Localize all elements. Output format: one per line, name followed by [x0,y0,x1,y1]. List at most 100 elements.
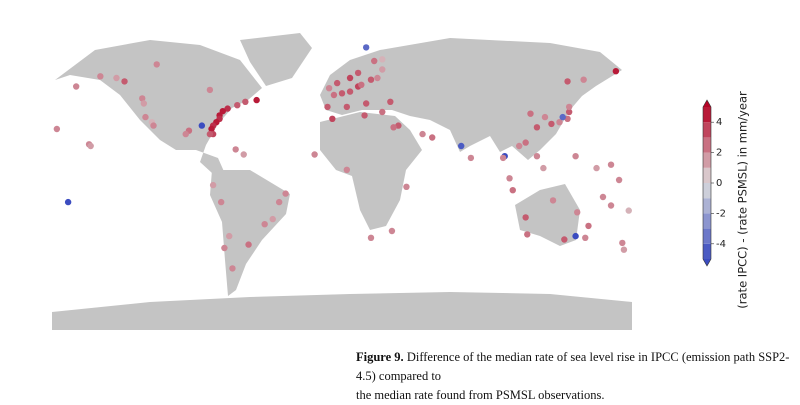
station [208,125,215,133]
caption-line: Difference of the median rate of sea lev… [356,350,790,383]
station [615,176,623,184]
station [282,190,289,197]
station [541,113,549,121]
station [572,153,579,160]
station [367,76,375,83]
station [333,79,341,87]
station [403,183,410,190]
station [522,214,529,221]
colorbar-tick-label: 2 [716,148,722,159]
station [565,103,573,111]
station [269,215,276,223]
station [561,236,568,243]
colorbar-segment [703,152,711,168]
antarctica [52,292,632,330]
station [599,193,607,201]
station [564,78,571,85]
station [139,95,146,102]
colorbar-tick-label: -4 [716,239,726,250]
station [311,151,318,158]
station [499,154,507,162]
station [388,227,396,235]
station [374,74,381,82]
colorbar-extend-top [703,100,711,107]
station [572,232,579,240]
station [625,207,632,214]
station [564,115,571,123]
station [582,234,589,241]
station [275,198,283,206]
station [395,122,402,129]
station [330,91,338,99]
station [362,100,370,107]
station [198,122,206,129]
station [153,61,160,68]
station [580,76,587,83]
eurasia [320,38,622,160]
station [338,90,346,97]
colorbar-label: (rate IPCC) - (rate PSMSL) in mm/year [736,91,750,309]
colorbar-tick-label: -2 [716,208,726,219]
station [607,202,615,209]
station [362,44,370,51]
colorbar-segment [703,228,711,244]
station [533,124,541,131]
station [540,164,547,172]
station [150,122,157,129]
station [72,83,80,90]
station [509,187,516,194]
station [354,69,362,77]
station [549,197,557,204]
station [524,231,531,238]
station [346,88,354,95]
station [329,115,336,123]
station [343,103,351,111]
station [234,102,241,109]
caption-label: Figure 9. [356,350,404,364]
station [324,103,331,111]
australia [515,184,580,246]
station [565,108,573,116]
north-america [55,40,262,176]
station [548,120,555,128]
station [585,222,592,230]
station [533,153,541,160]
station [343,166,351,173]
station [612,68,620,75]
colorbar-segment [703,137,711,153]
station [379,56,386,63]
station [527,110,534,117]
station [325,85,333,92]
station [64,198,72,206]
station [419,130,426,138]
south-america [210,170,290,296]
caption-line: the median rate found from PSMSL observa… [356,388,605,402]
station [506,175,513,182]
colorbar-outline [702,99,712,267]
colorbar-segment [703,213,711,229]
station [367,234,375,241]
station [371,57,378,65]
station [358,81,365,89]
station [113,74,120,82]
stations [53,44,632,272]
station [209,181,217,189]
greenland [240,33,312,86]
colorbar: -4 -2 0 2 4 [702,99,726,267]
station [458,142,465,150]
station [467,154,475,162]
station [121,78,128,85]
station [556,119,563,126]
africa [320,112,422,230]
station [140,100,148,107]
colorbar-extend-bottom [703,259,711,266]
station [206,130,214,138]
station [229,265,236,272]
station [620,246,628,253]
station [240,151,247,158]
colorbar-segment [703,167,711,183]
colorbar-tick-label: 4 [716,117,722,128]
station [607,161,615,168]
station [379,108,386,116]
station [522,139,529,146]
